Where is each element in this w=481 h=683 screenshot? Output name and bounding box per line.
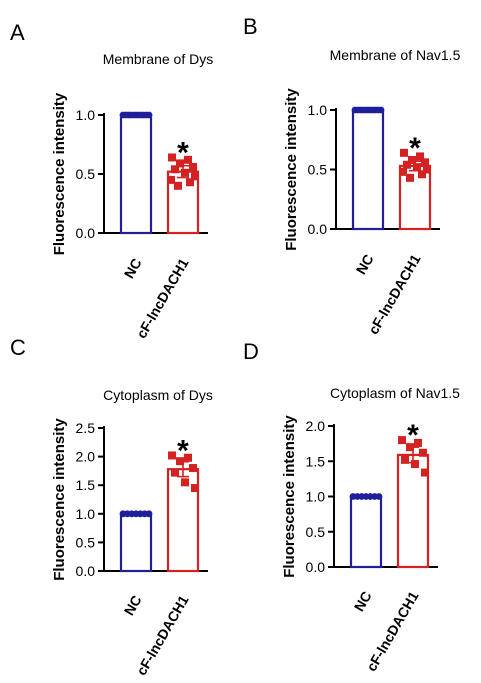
x-tick-label: NC	[353, 252, 377, 278]
chart-title: Cytoplasm of Nav1.5	[330, 385, 460, 401]
y-tick-label: 1.0	[76, 107, 96, 123]
data-point	[416, 152, 424, 161]
panel-letter: D	[243, 339, 259, 364]
chart-title: Membrane of Dys	[103, 51, 213, 67]
data-point	[145, 111, 153, 119]
y-tick-label: 2.5	[76, 420, 96, 436]
data-point	[145, 510, 153, 518]
data-point	[421, 158, 429, 167]
y-tick-label: 0.0	[76, 225, 96, 241]
data-point	[406, 443, 414, 452]
data-point	[184, 453, 192, 462]
data-point	[401, 455, 409, 464]
y-tick-label: 0.5	[76, 166, 96, 182]
data-point	[408, 155, 416, 164]
data-point	[174, 181, 182, 190]
data-point	[181, 478, 189, 487]
y-tick-label: 1.5	[76, 477, 96, 493]
data-point	[186, 178, 194, 187]
data-point	[171, 165, 179, 174]
y-tick-label: 0.5	[76, 534, 96, 550]
data-point	[168, 153, 176, 162]
x-tick-label: NC	[121, 256, 145, 282]
y-axis-label: Fluorescence intensity	[281, 415, 298, 578]
significance-star: *	[407, 419, 419, 452]
panel-a: A Membrane of Dys 0.0 0.5 1.0 Fluorescence in…	[10, 20, 213, 341]
data-point	[375, 493, 383, 500]
data-point	[189, 162, 197, 171]
panel-letter: A	[10, 20, 25, 45]
y-axis-label: Fluorescence intensity	[283, 88, 300, 251]
y-tick-label: 2.0	[76, 449, 96, 465]
panel-c: C Cytoplasm of Dys 0.0 0.5 1.0 1.5 2.0 2.5 Fluor…	[10, 335, 213, 678]
bar-nc	[119, 113, 153, 235]
data-point	[406, 173, 414, 182]
data-point	[184, 155, 192, 164]
data-point	[399, 167, 407, 176]
y-tick-label: 1.0	[308, 102, 328, 118]
significance-star: *	[409, 132, 421, 165]
y-tick-label: 1.0	[306, 489, 326, 505]
y-tick-label: 1.0	[76, 506, 96, 522]
panel-b: B Membrane of Nav1.5 0.0 0.5 1.0 Fluorescence…	[243, 14, 461, 337]
data-point	[176, 159, 184, 168]
data-point	[167, 175, 175, 184]
y-axis-label: Fluorescence intensity	[51, 92, 68, 255]
chart-title: Cytoplasm of Dys	[103, 387, 213, 403]
significance-star: *	[177, 434, 189, 467]
bar-nc	[349, 495, 383, 569]
data-point	[398, 436, 406, 445]
data-point	[176, 457, 184, 466]
y-tick-label: 0.0	[306, 559, 326, 575]
y-tick-label: 1.5	[306, 453, 326, 469]
data-point	[189, 464, 197, 473]
data-point	[419, 448, 427, 457]
data-point	[413, 163, 421, 172]
data-point	[418, 170, 426, 179]
y-tick-label: 0.5	[308, 162, 328, 178]
y-axis-label: Fluorescence intensity	[51, 418, 68, 581]
data-point	[414, 438, 422, 447]
y-tick-label: 0.0	[308, 221, 328, 237]
panel-d: D Cytoplasm of Nav1.5 0.0 0.5 1.0 1.5 2.0 Fluor…	[243, 339, 460, 674]
x-tick-label: NC	[121, 593, 145, 619]
data-point	[403, 160, 411, 169]
panel-letter: C	[10, 335, 26, 360]
significance-star: *	[177, 136, 189, 169]
chart-title: Membrane of Nav1.5	[330, 47, 461, 63]
data-point	[377, 106, 385, 114]
data-point	[171, 468, 179, 477]
data-point	[400, 148, 408, 157]
bar-nc	[119, 512, 153, 573]
bar-nc	[351, 108, 385, 231]
x-tick-label: NC	[351, 589, 375, 615]
data-point	[181, 168, 189, 177]
data-point	[423, 165, 431, 174]
data-point	[191, 172, 199, 181]
data-point	[421, 468, 429, 477]
y-tick-label: 2.0	[306, 418, 326, 434]
data-point	[191, 484, 199, 493]
panel-letter: B	[243, 14, 258, 39]
data-point	[168, 451, 176, 460]
y-tick-label: 0.0	[76, 563, 96, 579]
y-tick-label: 0.5	[306, 524, 326, 540]
data-point	[411, 460, 419, 469]
